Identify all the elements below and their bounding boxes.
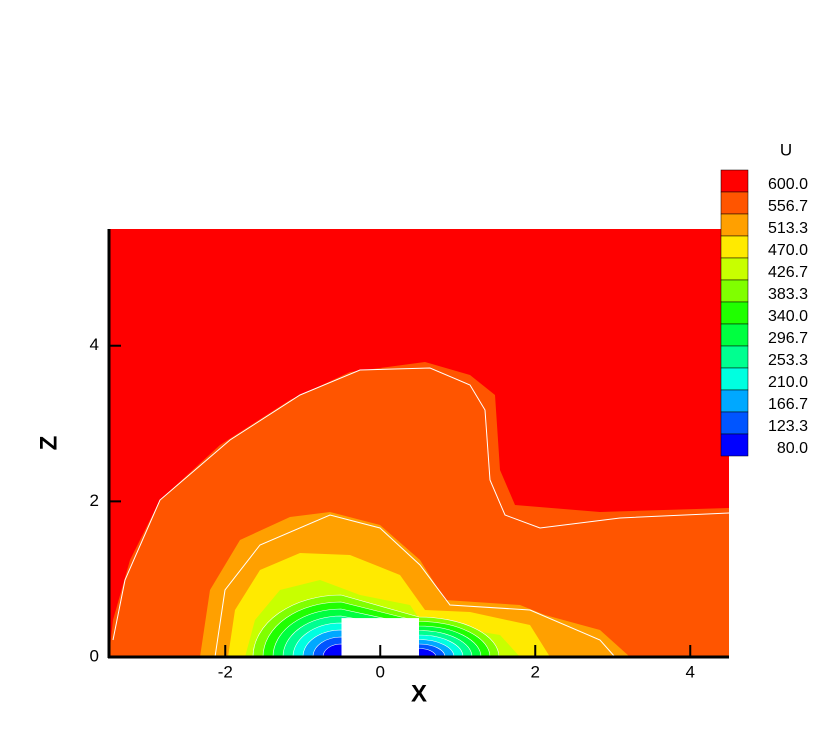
legend-label: 123.3 [768,418,808,435]
y-tick-label: 2 [90,491,99,510]
y-axis-label: Z [35,436,62,451]
legend-label: 340.0 [768,308,808,325]
legend-swatch [720,433,749,457]
x-axis-label: X [411,680,427,707]
legend-label: 80.0 [777,440,808,457]
legend-label: 513.3 [768,220,808,237]
x-tick-label: 0 [376,662,385,681]
legend-swatch [720,367,749,391]
legend-label: 556.7 [768,198,808,215]
legend-swatch [720,169,749,193]
x-tick-label: -2 [218,662,233,681]
legend-label: 470.0 [768,242,808,259]
legend-label: 166.7 [768,396,808,413]
legend-label: 383.3 [768,286,808,303]
legend-swatch [720,323,749,347]
legend-swatch [720,257,749,281]
legend-swatch [720,345,749,369]
legend-swatch [720,191,749,215]
legend-swatch [720,389,749,413]
y-tick-label: 4 [90,335,99,354]
contour-line [214,514,616,658]
legend-label: 426.7 [768,264,808,281]
legend-label: 210.0 [768,374,808,391]
x-tick-label: 4 [686,662,695,681]
legend-label: 600.0 [768,176,808,193]
legend-swatch [720,213,749,237]
legend-swatch [720,301,749,325]
y-tick-label: 0 [90,646,99,665]
legend-label: 253.3 [768,352,808,369]
x-tick-label: 2 [531,662,540,681]
legend-label: 296.7 [768,330,808,347]
legend-title: U [780,140,792,159]
legend-swatch [720,411,749,435]
contour-line [112,367,730,641]
legend-swatch [720,235,749,259]
legend-swatch [720,279,749,303]
